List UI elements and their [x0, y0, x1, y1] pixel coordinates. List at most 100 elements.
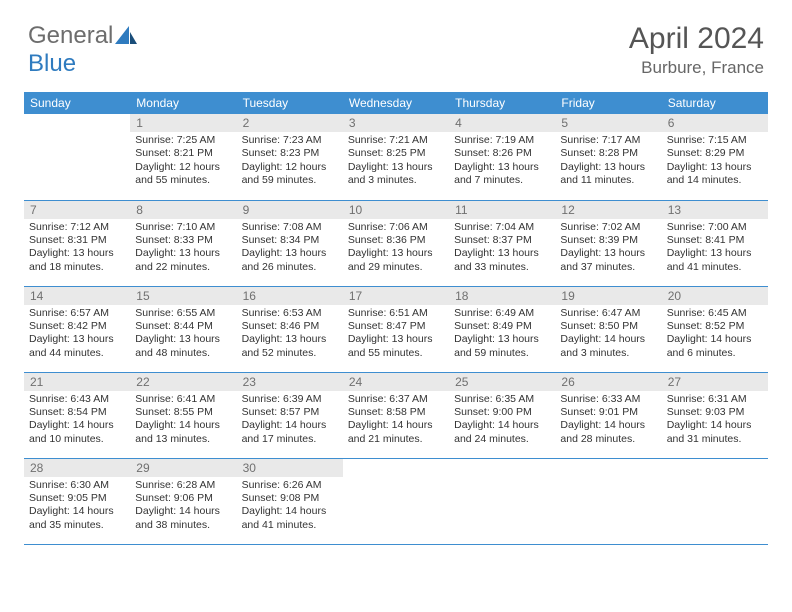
day-cell: 5Sunrise: 7:17 AMSunset: 8:28 PMDaylight… — [555, 114, 661, 200]
day-details: Sunrise: 7:23 AMSunset: 8:23 PMDaylight:… — [237, 132, 343, 192]
day-cell: 2Sunrise: 7:23 AMSunset: 8:23 PMDaylight… — [237, 114, 343, 200]
weekday-header: Saturday — [662, 92, 768, 114]
weekday-header: Monday — [130, 92, 236, 114]
month-title: April 2024 — [629, 22, 764, 56]
day-number: 4 — [449, 114, 555, 132]
day-cell: 29Sunrise: 6:28 AMSunset: 9:06 PMDayligh… — [130, 458, 236, 544]
day-number: 18 — [449, 287, 555, 305]
day-details: Sunrise: 6:49 AMSunset: 8:49 PMDaylight:… — [449, 305, 555, 365]
calendar-row: 28Sunrise: 6:30 AMSunset: 9:05 PMDayligh… — [24, 458, 768, 544]
day-details: Sunrise: 6:33 AMSunset: 9:01 PMDaylight:… — [555, 391, 661, 451]
day-number: 5 — [555, 114, 661, 132]
logo-text-1: General — [28, 22, 113, 50]
day-cell: 24Sunrise: 6:37 AMSunset: 8:58 PMDayligh… — [343, 372, 449, 458]
day-number: 1 — [130, 114, 236, 132]
day-cell: 17Sunrise: 6:51 AMSunset: 8:47 PMDayligh… — [343, 286, 449, 372]
day-details: Sunrise: 7:04 AMSunset: 8:37 PMDaylight:… — [449, 219, 555, 279]
weekday-header: Friday — [555, 92, 661, 114]
day-cell: 18Sunrise: 6:49 AMSunset: 8:49 PMDayligh… — [449, 286, 555, 372]
day-details: Sunrise: 6:37 AMSunset: 8:58 PMDaylight:… — [343, 391, 449, 451]
empty-cell — [449, 458, 555, 544]
day-details: Sunrise: 6:57 AMSunset: 8:42 PMDaylight:… — [24, 305, 130, 365]
day-cell: 22Sunrise: 6:41 AMSunset: 8:55 PMDayligh… — [130, 372, 236, 458]
day-number: 20 — [662, 287, 768, 305]
weekday-header: Thursday — [449, 92, 555, 114]
day-cell: 19Sunrise: 6:47 AMSunset: 8:50 PMDayligh… — [555, 286, 661, 372]
day-details: Sunrise: 6:41 AMSunset: 8:55 PMDaylight:… — [130, 391, 236, 451]
day-details: Sunrise: 7:02 AMSunset: 8:39 PMDaylight:… — [555, 219, 661, 279]
logo-sail-icon — [115, 26, 137, 46]
day-number: 6 — [662, 114, 768, 132]
day-details: Sunrise: 6:51 AMSunset: 8:47 PMDaylight:… — [343, 305, 449, 365]
day-cell: 7Sunrise: 7:12 AMSunset: 8:31 PMDaylight… — [24, 200, 130, 286]
day-number: 22 — [130, 373, 236, 391]
day-number: 8 — [130, 201, 236, 219]
day-details: Sunrise: 7:25 AMSunset: 8:21 PMDaylight:… — [130, 132, 236, 192]
calendar-row: 7Sunrise: 7:12 AMSunset: 8:31 PMDaylight… — [24, 200, 768, 286]
day-details: Sunrise: 6:43 AMSunset: 8:54 PMDaylight:… — [24, 391, 130, 451]
day-details: Sunrise: 7:21 AMSunset: 8:25 PMDaylight:… — [343, 132, 449, 192]
day-number: 16 — [237, 287, 343, 305]
day-number: 29 — [130, 459, 236, 477]
location: Burbure, France — [629, 58, 764, 78]
day-cell: 20Sunrise: 6:45 AMSunset: 8:52 PMDayligh… — [662, 286, 768, 372]
day-details: Sunrise: 6:35 AMSunset: 9:00 PMDaylight:… — [449, 391, 555, 451]
day-details: Sunrise: 7:10 AMSunset: 8:33 PMDaylight:… — [130, 219, 236, 279]
day-number: 9 — [237, 201, 343, 219]
day-number: 23 — [237, 373, 343, 391]
day-number: 24 — [343, 373, 449, 391]
day-details: Sunrise: 6:45 AMSunset: 8:52 PMDaylight:… — [662, 305, 768, 365]
day-cell: 23Sunrise: 6:39 AMSunset: 8:57 PMDayligh… — [237, 372, 343, 458]
day-number: 14 — [24, 287, 130, 305]
day-number: 30 — [237, 459, 343, 477]
day-cell: 15Sunrise: 6:55 AMSunset: 8:44 PMDayligh… — [130, 286, 236, 372]
empty-cell — [555, 458, 661, 544]
day-cell: 13Sunrise: 7:00 AMSunset: 8:41 PMDayligh… — [662, 200, 768, 286]
day-cell: 11Sunrise: 7:04 AMSunset: 8:37 PMDayligh… — [449, 200, 555, 286]
day-cell: 9Sunrise: 7:08 AMSunset: 8:34 PMDaylight… — [237, 200, 343, 286]
weekday-header: Tuesday — [237, 92, 343, 114]
logo: General — [28, 22, 137, 50]
weekday-row: SundayMondayTuesdayWednesdayThursdayFrid… — [24, 92, 768, 114]
day-cell: 3Sunrise: 7:21 AMSunset: 8:25 PMDaylight… — [343, 114, 449, 200]
calendar-row: 21Sunrise: 6:43 AMSunset: 8:54 PMDayligh… — [24, 372, 768, 458]
day-number: 25 — [449, 373, 555, 391]
day-number: 11 — [449, 201, 555, 219]
day-details: Sunrise: 6:30 AMSunset: 9:05 PMDaylight:… — [24, 477, 130, 537]
day-details: Sunrise: 6:53 AMSunset: 8:46 PMDaylight:… — [237, 305, 343, 365]
day-details: Sunrise: 6:55 AMSunset: 8:44 PMDaylight:… — [130, 305, 236, 365]
calendar-body: 1Sunrise: 7:25 AMSunset: 8:21 PMDaylight… — [24, 114, 768, 544]
day-details: Sunrise: 7:00 AMSunset: 8:41 PMDaylight:… — [662, 219, 768, 279]
day-details: Sunrise: 6:31 AMSunset: 9:03 PMDaylight:… — [662, 391, 768, 451]
day-number: 2 — [237, 114, 343, 132]
weekday-header: Wednesday — [343, 92, 449, 114]
day-cell: 1Sunrise: 7:25 AMSunset: 8:21 PMDaylight… — [130, 114, 236, 200]
day-number: 28 — [24, 459, 130, 477]
day-cell: 16Sunrise: 6:53 AMSunset: 8:46 PMDayligh… — [237, 286, 343, 372]
calendar-row: 1Sunrise: 7:25 AMSunset: 8:21 PMDaylight… — [24, 114, 768, 200]
day-cell: 25Sunrise: 6:35 AMSunset: 9:00 PMDayligh… — [449, 372, 555, 458]
day-number: 7 — [24, 201, 130, 219]
empty-cell — [662, 458, 768, 544]
day-cell: 27Sunrise: 6:31 AMSunset: 9:03 PMDayligh… — [662, 372, 768, 458]
day-details: Sunrise: 6:47 AMSunset: 8:50 PMDaylight:… — [555, 305, 661, 365]
day-cell: 28Sunrise: 6:30 AMSunset: 9:05 PMDayligh… — [24, 458, 130, 544]
title-block: April 2024 Burbure, France — [629, 22, 764, 78]
day-cell: 21Sunrise: 6:43 AMSunset: 8:54 PMDayligh… — [24, 372, 130, 458]
day-cell: 6Sunrise: 7:15 AMSunset: 8:29 PMDaylight… — [662, 114, 768, 200]
day-number: 19 — [555, 287, 661, 305]
header: General April 2024 Burbure, France — [0, 0, 792, 88]
day-cell: 14Sunrise: 6:57 AMSunset: 8:42 PMDayligh… — [24, 286, 130, 372]
day-details: Sunrise: 6:26 AMSunset: 9:08 PMDaylight:… — [237, 477, 343, 537]
day-details: Sunrise: 6:28 AMSunset: 9:06 PMDaylight:… — [130, 477, 236, 537]
day-number: 17 — [343, 287, 449, 305]
day-number: 13 — [662, 201, 768, 219]
calendar-table: SundayMondayTuesdayWednesdayThursdayFrid… — [24, 92, 768, 545]
empty-cell — [343, 458, 449, 544]
day-number: 3 — [343, 114, 449, 132]
day-cell: 30Sunrise: 6:26 AMSunset: 9:08 PMDayligh… — [237, 458, 343, 544]
logo-text-2: Blue — [28, 50, 76, 78]
day-details: Sunrise: 6:39 AMSunset: 8:57 PMDaylight:… — [237, 391, 343, 451]
day-number: 15 — [130, 287, 236, 305]
day-details: Sunrise: 7:06 AMSunset: 8:36 PMDaylight:… — [343, 219, 449, 279]
